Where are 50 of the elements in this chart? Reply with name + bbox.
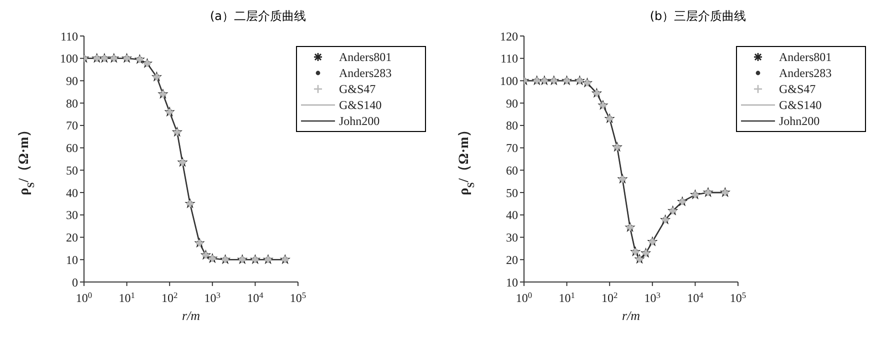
y-tick-label: 120 <box>500 29 518 44</box>
x-tick-label: 10$^{2}$ <box>162 290 178 305</box>
y-tick-label: 70 <box>66 118 78 133</box>
x-tick-label: 10$^{0}$ <box>516 290 532 305</box>
x-tick-label: 10$^{3}$ <box>204 290 220 305</box>
x-tick-label: 10$^{3}$ <box>644 290 660 305</box>
legend-label: Anders801 <box>339 50 392 64</box>
legend-label: Anders801 <box>779 50 832 64</box>
x-tick-label: 10$^{0}$ <box>76 290 92 305</box>
y-tick-label: 60 <box>506 163 518 178</box>
legend-label: Anders283 <box>779 66 832 80</box>
legend-label: G&S47 <box>779 82 816 96</box>
y-tick-label: 10 <box>506 275 518 290</box>
y-tick-label: 20 <box>506 252 518 267</box>
chart-title: (a）二层介质曲线 <box>208 8 308 24</box>
x-axis-title: r/m <box>622 308 640 323</box>
y-tick-label: 60 <box>66 141 78 156</box>
y-tick-label: 0 <box>72 275 78 290</box>
x-axis-title: r/m <box>182 308 200 323</box>
x-tick-label: 10$^{1}$ <box>118 290 135 305</box>
y-tick-label: 10 <box>66 252 78 267</box>
y-tick-label: 90 <box>506 96 518 110</box>
y-tick-label: 30 <box>506 230 518 245</box>
y-tick-label: 50 <box>506 186 518 200</box>
y-tick-label: 30 <box>66 208 78 222</box>
y-tick-label: 40 <box>506 208 518 222</box>
legend-label: Anders283 <box>339 66 392 80</box>
x-tick-label: 10$^{2}$ <box>602 290 618 305</box>
y-tick-label: 100 <box>60 52 78 66</box>
legend-label: John200 <box>339 114 380 128</box>
y-tick-label: 20 <box>66 230 78 245</box>
y-tick-label: 80 <box>66 96 78 110</box>
x-tick-label: 10$^{5}$ <box>290 290 306 305</box>
y-tick-label: 100 <box>500 74 518 88</box>
legend-label: G&S140 <box>339 98 382 112</box>
y-tick-label: 50 <box>66 163 78 178</box>
x-tick-label: 10$^{5}$ <box>730 290 746 305</box>
legend-label: John200 <box>779 114 820 128</box>
chart-title: (b）三层介质曲线 <box>648 8 748 24</box>
y-tick-label: 80 <box>506 118 518 133</box>
legend-label: G&S47 <box>339 82 376 96</box>
legend-label: G&S140 <box>779 98 822 112</box>
x-tick-label: 10$^{1}$ <box>558 290 575 305</box>
y-tick-label: 70 <box>506 141 518 156</box>
y-tick-label: 90 <box>66 74 78 88</box>
x-tick-label: 10$^{4}$ <box>247 290 264 305</box>
x-tick-label: 10$^{4}$ <box>687 290 704 305</box>
y-tick-label: 40 <box>66 186 78 200</box>
y-tick-label: 110 <box>60 29 78 44</box>
y-tick-label: 110 <box>500 52 518 66</box>
